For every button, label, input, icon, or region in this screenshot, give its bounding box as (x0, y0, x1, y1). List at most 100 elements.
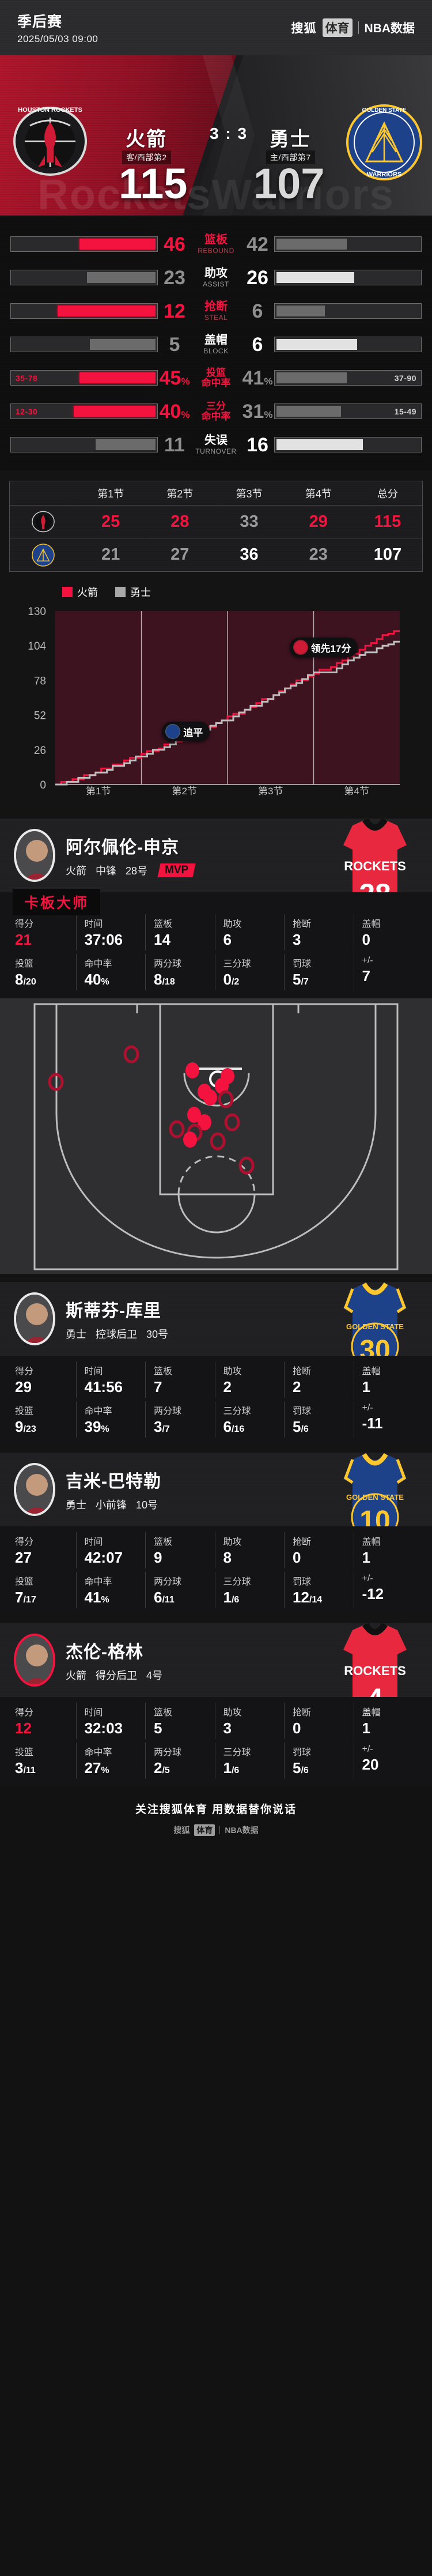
player-stat-value: 1 (362, 1549, 370, 1566)
right-team-name: 勇士 (270, 129, 311, 150)
quarter-cell: 107 (373, 545, 402, 564)
svg-text:ROCKETS: ROCKETS (344, 1664, 406, 1678)
player-stat-cell: 两分球 3/7 (145, 1401, 215, 1438)
player-avatar (14, 829, 55, 882)
player-stat-cell: 时间 32:03 (75, 1703, 146, 1739)
player-stat-cell: 三分球 6/16 (214, 1401, 285, 1438)
stat-left-fill (89, 339, 156, 350)
stat-right-note: 15-49 (394, 406, 416, 416)
player-stat-value: 3/11 (15, 1759, 36, 1777)
game-datetime: 2025/05/03 09:00 (17, 33, 98, 44)
player-stat-cell: 三分球 0/2 (214, 954, 285, 990)
player-card[interactable]: 斯蒂芬-库里 勇士 控球后卫 30号 GOLDEN STATE 30 得分 29… (0, 1282, 432, 1444)
player-card-header: 杰伦-格林 火箭 得分后卫 4号 ROCKETS 4 (0, 1623, 432, 1722)
quarter-cell: 23 (309, 545, 328, 564)
footer-brand-nba: NBA数据 (225, 1826, 259, 1835)
svg-text:GOLDEN STATE: GOLDEN STATE (362, 107, 407, 114)
player-card[interactable]: 吉米-巴特勒 勇士 小前锋 10号 GOLDEN STATE 10 得分 27 … (0, 1453, 432, 1615)
legend-label-warriors: 勇士 (130, 587, 151, 598)
player-stat-value: 29 (15, 1378, 32, 1396)
player-card-header: 吉米-巴特勒 勇士 小前锋 10号 GOLDEN STATE 10 (0, 1453, 432, 1552)
player-stat-label: 得分 (15, 1537, 34, 1547)
quarter-row-team-logo (10, 509, 76, 534)
quarter-table-row: 25 28 33 29 115 (10, 506, 422, 538)
player-stat-value: 2 (293, 1378, 301, 1396)
player-stat-cell: +/- -11 (353, 1401, 423, 1438)
chart-annotation-lead: 领先17分 (289, 638, 358, 658)
quarter-cell: 115 (374, 512, 401, 531)
player-stat-label: 抢断 (293, 1367, 312, 1376)
stat-left-fill (79, 239, 156, 250)
page-title: 季后赛 (17, 14, 63, 30)
stat-left-fill (57, 306, 156, 316)
player-info: 斯蒂芬-库里 勇士 控球后卫 30号 (66, 1296, 168, 1341)
score-progression-chart: 火箭 勇士 0 26 52 78 104 130 第1节 第2节 第3节 第4节 追平 领… (0, 580, 432, 810)
player-meta: 勇士 小前锋 10号 (66, 1497, 161, 1512)
player-stat-value: -11 (362, 1415, 383, 1432)
player-stats: 得分 12 时间 32:03 篮板 5 助攻 3 抢断 0 盖帽 1 投篮 3/… (0, 1697, 432, 1786)
player-number: 4号 (146, 1670, 163, 1681)
stat-label: 篮板 REBOUND (198, 233, 234, 255)
stat-right-fill (276, 439, 363, 450)
player-stats: 得分 29 时间 41:56 篮板 7 助攻 2 抢断 2 盖帽 1 投篮 9/… (0, 1356, 432, 1444)
team-stats-comparison: 46 篮板 REBOUND 42 23 助攻 ASSIST 26 12 抢断 STEA… (0, 216, 432, 470)
player-stat-label: 时间 (84, 1537, 103, 1547)
quarter-cell: 36 (240, 545, 259, 564)
quarter-header-total: 总分 (377, 488, 398, 500)
player-stat-label: 篮板 (154, 1367, 173, 1376)
player-stat-label: 时间 (84, 1708, 103, 1718)
quarter-header-q4: 第4节 (305, 488, 332, 500)
chart-xlabel-q1: 第1节 (86, 786, 111, 797)
player-stat-value: 0 (362, 931, 370, 948)
player-stat-cell: 抢断 0 (284, 1532, 354, 1568)
stat-bar-right (274, 270, 422, 285)
player-stat-label: 两分球 (154, 959, 182, 969)
stat-label: 失误 TURNOVER (195, 433, 237, 455)
player-stat-value: -12 (362, 1585, 384, 1602)
player-stat-cell: 篮板 7 (145, 1361, 215, 1398)
stat-bar-left (10, 437, 158, 452)
stat-row: 12-30 40% 三分 命中率 31% 15-49 (10, 398, 422, 425)
player-stat-label: 助攻 (223, 1367, 242, 1376)
player-stat-cell: 得分 27 (9, 1532, 76, 1568)
chart-xlabel-q2: 第2节 (172, 786, 197, 797)
stat-right-value: 42 (247, 233, 268, 255)
player-stat-cell: 投篮 3/11 (9, 1743, 76, 1779)
player-stat-value: 6/11 (154, 1589, 175, 1606)
player-stat-label: +/- (362, 1744, 373, 1754)
player-stat-label: 罚球 (293, 1577, 312, 1587)
player-stat-value: 2 (223, 1378, 232, 1396)
player-card[interactable]: 杰伦-格林 火箭 得分后卫 4号 ROCKETS 4 得分 12 时间 (0, 1623, 432, 1786)
player-stat-cell: 得分 12 (9, 1703, 76, 1739)
player-stat-label: 盖帽 (362, 1537, 381, 1547)
player-stat-cell: 罚球 5/6 (284, 1743, 354, 1779)
annotation-rockets-icon (293, 640, 308, 655)
stat-right-fill (276, 406, 341, 417)
legend-item-warriors: 勇士 (115, 584, 151, 599)
player-stat-cell: 得分 29 (9, 1361, 76, 1398)
player-stat-value: 7 (362, 967, 370, 985)
player-stat-cell: 助攻 2 (214, 1361, 285, 1398)
player-team: 勇士 (66, 1499, 86, 1511)
player-stat-value: 41% (84, 1589, 109, 1606)
stat-right-fill (276, 372, 347, 383)
player-stat-value: 40% (84, 971, 109, 988)
player-position: 小前锋 (96, 1499, 127, 1511)
footer-brand: 搜狐 体育 NBA数据 (0, 1824, 432, 1836)
player-stat-cell: 罚球 5/7 (284, 954, 354, 990)
player-stat-value: 0 (293, 1549, 301, 1566)
player-stat-value: 12 (15, 1719, 32, 1737)
player-stat-value: 20 (362, 1756, 379, 1773)
brand-tiyu-text: 体育 (322, 18, 353, 37)
quarter-score-table: 第1节 第2节 第3节 第4节 总分 25 28 33 29 115 21 27 36 23 1… (9, 481, 423, 572)
player-stat-cell: 两分球 6/11 (145, 1572, 215, 1608)
stat-row: 5 盖帽 BLOCK 6 (10, 331, 422, 358)
player-stat-label: 抢断 (293, 919, 312, 929)
player-stats-row-1: 得分 12 时间 32:03 篮板 5 助攻 3 抢断 0 盖帽 1 (9, 1703, 423, 1739)
player-name: 吉米-巴特勒 (66, 1472, 161, 1491)
player-card[interactable]: 阿尔佩伦-申京 火箭 中锋 28号 MVP ROCKETS 28 卡板大师 得分… (0, 819, 432, 997)
player-info: 吉米-巴特勒 勇士 小前锋 10号 (66, 1467, 161, 1512)
svg-text:GOLDEN STATE: GOLDEN STATE (346, 1493, 404, 1502)
stat-left-value: 11 (164, 433, 185, 456)
player-stat-cell: 时间 37:06 (75, 914, 146, 951)
